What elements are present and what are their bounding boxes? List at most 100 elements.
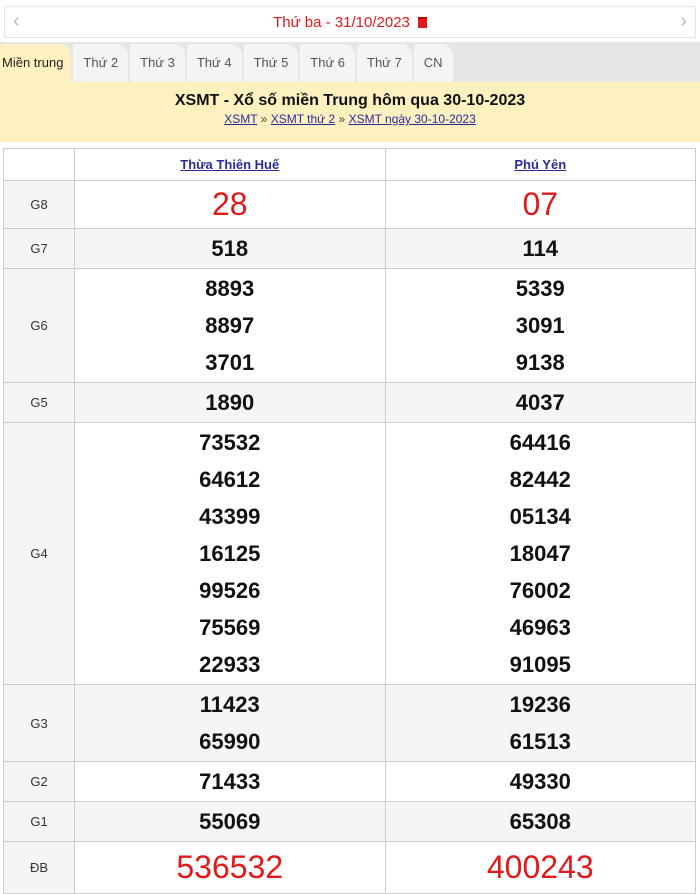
breadcrumb-date[interactable]: XSMT ngày 30-10-2023 <box>348 112 476 126</box>
day-tabs: Miền trung Thứ 2 Thứ 3 Thứ 4 Thứ 5 Thứ 6 Thứ 7… <box>0 42 700 82</box>
results-header: XSMT - Xổ số miền Trung hôm qua 30-10-20… <box>0 82 700 142</box>
prize-cell: 114 <box>384 228 696 269</box>
prev-day-button[interactable]: ‹ <box>13 10 20 32</box>
prize-number: 43399 <box>199 504 261 529</box>
prize-number: 64612 <box>199 467 261 492</box>
prize-number: 22933 <box>199 652 261 677</box>
prize-number: 400243 <box>486 849 594 885</box>
prize-number: 91095 <box>509 652 571 677</box>
prize-number: 28 <box>211 186 248 222</box>
prize-number: 82442 <box>509 467 571 492</box>
prize-number: 49330 <box>509 769 571 794</box>
tab-4[interactable]: Thứ 5 <box>243 44 299 82</box>
prize-number: 3701 <box>205 350 255 375</box>
prize-label: G8 <box>3 180 75 229</box>
tab-0[interactable]: Miền trung <box>0 44 72 82</box>
prize-cell: 11423 65990 <box>74 684 386 762</box>
prize-label: G3 <box>3 684 75 762</box>
page-title: XSMT - Xổ số miền Trung hôm qua 30-10-20… <box>174 92 526 109</box>
next-day-button[interactable]: › <box>680 10 687 32</box>
tab-7[interactable]: CN <box>413 44 453 82</box>
breadcrumb-xsmt[interactable]: XSMT <box>224 112 258 126</box>
prize-cell: 400243 <box>384 841 696 894</box>
prize-number: 9138 <box>515 350 565 375</box>
prize-number: 71433 <box>199 769 261 794</box>
prize-cell: 73532 64612 43399 16125 99526 75569 22933 <box>74 422 386 685</box>
prize-cell: 518 <box>74 228 386 269</box>
corner-cell <box>3 148 75 181</box>
prize-number: 5339 <box>515 276 565 301</box>
prize-cell: 64416 82442 05134 18047 76002 46963 91095 <box>384 422 696 685</box>
prize-cell: 71433 <box>74 761 386 802</box>
province-header: Thừa Thiên Huế <box>74 148 386 181</box>
prize-cell: 536532 <box>74 841 386 894</box>
results-table: Thừa Thiên Huế Phú Yên G8 28 07 G7 518 114 G6 8… <box>3 148 696 894</box>
prize-number: 05134 <box>509 504 571 529</box>
prize-label: G7 <box>3 228 75 269</box>
prize-number: 1890 <box>205 390 255 415</box>
breadcrumb: XSMT » XSMT thứ 2 » XSMT ngày 30-10-2023 <box>0 112 700 126</box>
prize-number: 65990 <box>199 729 261 754</box>
province-link[interactable]: Thừa Thiên Huế <box>180 157 280 172</box>
prize-number: 61513 <box>509 729 571 754</box>
prize-label: G6 <box>3 268 75 383</box>
prize-number: 73532 <box>199 430 261 455</box>
prize-cell: 4037 <box>384 382 696 423</box>
prize-row: G3 11423 65990 19236 61513 <box>3 684 696 762</box>
prize-row: G1 55069 65308 <box>3 801 696 842</box>
prize-number: 518 <box>211 236 249 261</box>
prize-cell: 65308 <box>384 801 696 842</box>
breadcrumb-separator: » <box>260 112 268 126</box>
prize-number: 76002 <box>509 578 571 603</box>
breadcrumb-separator: » <box>338 112 346 126</box>
prize-number: 19236 <box>509 692 571 717</box>
prize-cell: 1890 <box>74 382 386 423</box>
prize-number: 99526 <box>199 578 261 603</box>
prize-label: G2 <box>3 761 75 802</box>
prize-number: 4037 <box>515 390 565 415</box>
prize-row: G6 8893 8897 3701 5339 3091 9138 <box>3 268 696 383</box>
prize-number: 8893 <box>205 276 255 301</box>
prize-number: 536532 <box>176 849 284 885</box>
prize-number: 55069 <box>199 809 261 834</box>
prize-number: 8897 <box>205 313 255 338</box>
tab-3[interactable]: Thứ 4 <box>186 44 242 82</box>
prize-cell: 5339 3091 9138 <box>384 268 696 383</box>
prize-cell: 55069 <box>74 801 386 842</box>
prize-number: 64416 <box>509 430 571 455</box>
prize-label: ĐB <box>3 841 75 894</box>
prize-number: 11423 <box>199 692 260 717</box>
prize-number: 16125 <box>199 541 261 566</box>
prize-cell: 28 <box>74 180 386 229</box>
prize-row: G4 73532 64612 43399 16125 99526 75569 22933 644… <box>3 422 696 685</box>
prize-number: 75569 <box>199 615 261 640</box>
prize-cell: 19236 61513 <box>384 684 696 762</box>
prize-cell: 49330 <box>384 761 696 802</box>
prize-row: G5 1890 4037 <box>3 382 696 423</box>
calendar-icon[interactable] <box>417 16 427 28</box>
prize-number: 3091 <box>515 313 565 338</box>
tab-6[interactable]: Thứ 7 <box>357 44 412 82</box>
tab-1[interactable]: Thứ 2 <box>73 44 129 82</box>
prize-cell: 07 <box>384 180 696 229</box>
prize-number: 46963 <box>509 615 571 640</box>
tab-5[interactable]: Thứ 6 <box>300 44 356 82</box>
prize-row: G7 518 114 <box>3 228 696 269</box>
prize-row: G8 28 07 <box>3 180 696 229</box>
breadcrumb-xsmt-thu2[interactable]: XSMT thứ 2 <box>270 112 336 126</box>
province-header: Phú Yên <box>384 148 696 181</box>
prize-label: G1 <box>3 801 75 842</box>
prize-number: 114 <box>522 236 559 261</box>
prize-number: 18047 <box>509 541 571 566</box>
prize-number: 07 <box>522 186 559 222</box>
province-link[interactable]: Phú Yên <box>514 157 567 172</box>
prize-number: 65308 <box>509 809 571 834</box>
prize-row: ĐB 536532 400243 <box>3 841 696 894</box>
tab-2[interactable]: Thứ 3 <box>130 44 185 82</box>
date-label[interactable]: Thứ ba - 31/10/2023 <box>273 13 410 31</box>
date-navigator: ‹ Thứ ba - 31/10/2023 › <box>4 6 696 38</box>
prize-label: G5 <box>3 382 75 423</box>
prize-label: G4 <box>3 422 75 685</box>
prize-row: G2 71433 49330 <box>3 761 696 802</box>
prize-cell: 8893 8897 3701 <box>74 268 386 383</box>
